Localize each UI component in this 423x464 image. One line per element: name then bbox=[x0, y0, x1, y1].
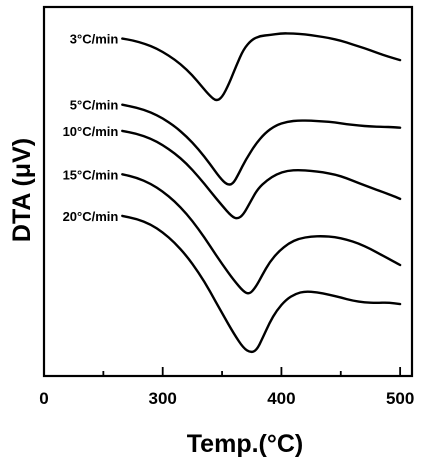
series-curve-0 bbox=[121, 32, 402, 102]
x-axis-label: Temp.(°C) bbox=[187, 430, 303, 458]
x-tick-label-0: 0 bbox=[39, 389, 48, 408]
x-tick-label-3: 500 bbox=[386, 389, 414, 408]
series-curve-1 bbox=[121, 103, 402, 186]
x-tick-labels: 0 300 400 500 bbox=[39, 389, 414, 408]
x-ticks bbox=[102, 367, 402, 376]
series-curve-3 bbox=[121, 173, 402, 295]
series-label-0: 3°C/min bbox=[70, 32, 119, 47]
series-labels: 3°C/min 5°C/min 10°C/min 15°C/min 20°C/min bbox=[63, 32, 119, 224]
x-tick-label-1: 300 bbox=[149, 389, 177, 408]
series-label-2: 10°C/min bbox=[63, 124, 119, 139]
x-tick-label-2: 400 bbox=[267, 389, 295, 408]
series-label-3: 15°C/min bbox=[63, 167, 119, 182]
series-curve-2 bbox=[121, 129, 402, 220]
series-label-4: 20°C/min bbox=[63, 209, 119, 224]
plot-frame bbox=[42, 5, 414, 378]
series-curves bbox=[121, 32, 402, 354]
series-curve-4 bbox=[121, 214, 402, 354]
y-axis-label: DTA (μV) bbox=[8, 138, 36, 242]
series-label-1: 5°C/min bbox=[70, 98, 119, 113]
